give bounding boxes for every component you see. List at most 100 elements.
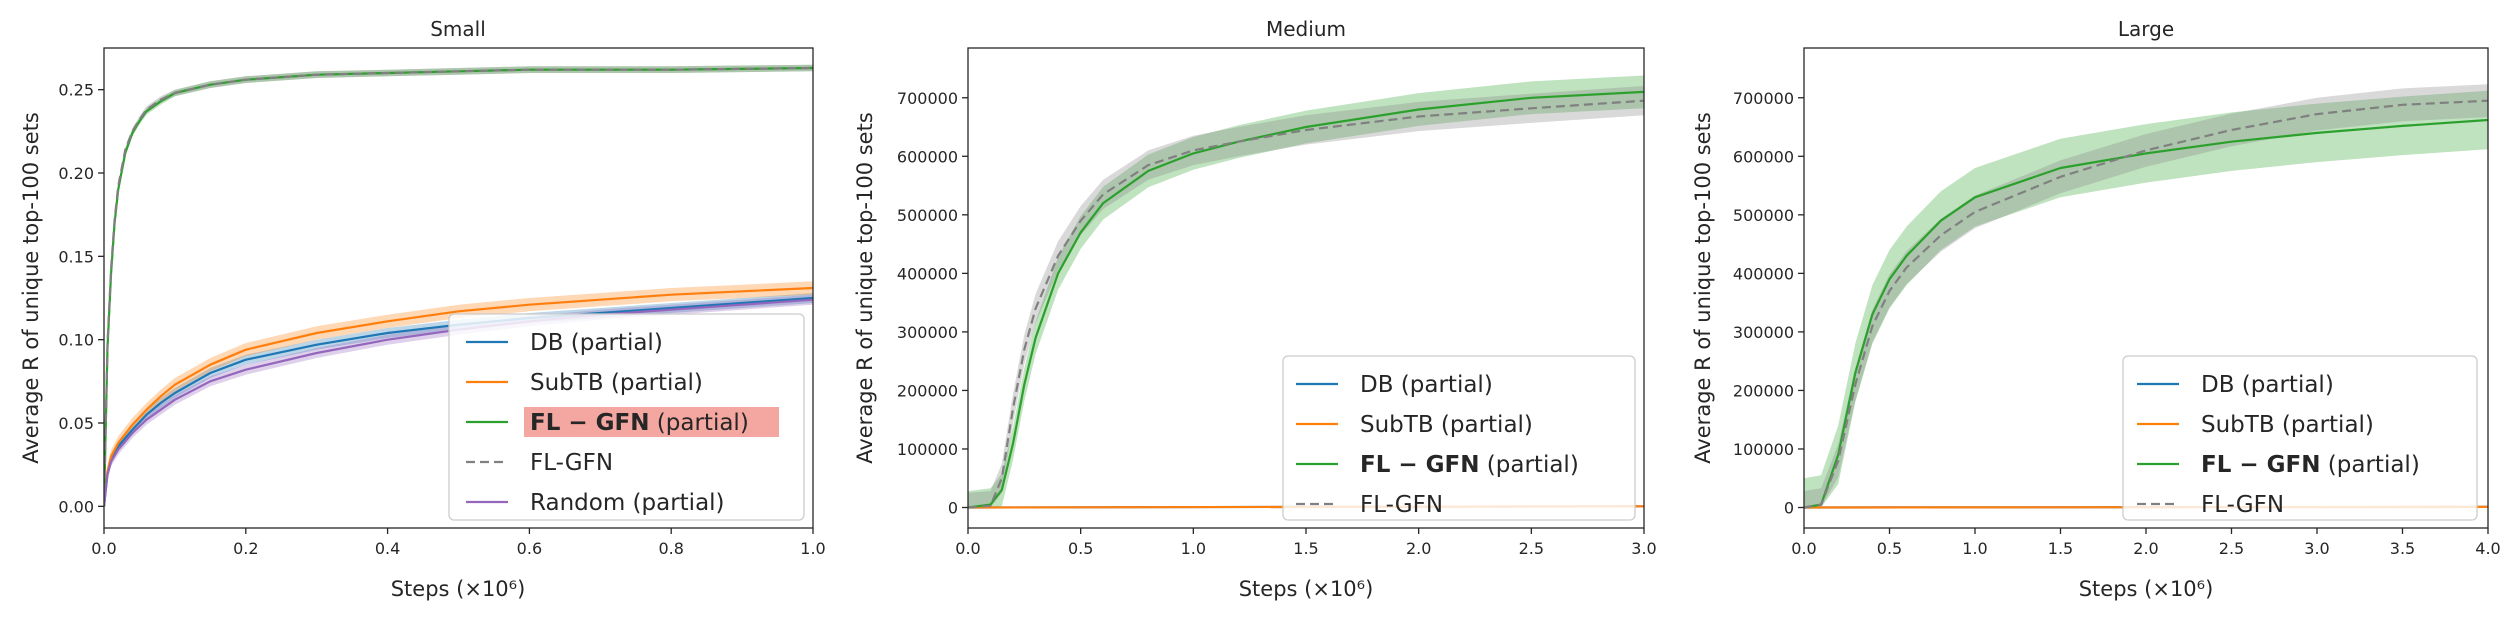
series-line — [968, 90, 1644, 509]
panel-title: Small — [430, 17, 486, 41]
panel-title: Large — [2118, 17, 2174, 41]
x-tick-label: 2.5 — [2219, 539, 2244, 558]
x-tick-label: 2.0 — [2133, 539, 2158, 558]
series-line — [104, 296, 813, 507]
legend-series-name: FL-GFN — [1360, 492, 1443, 518]
axes-frame — [103, 47, 814, 529]
legend-label: FL − GFN (partial) — [2201, 452, 2420, 478]
y-tick-label: 0 — [948, 499, 958, 518]
axis-ticks: 0.0 0.5 1.0 1.5 2.0 2.5 3.0 0 100000 200000 300000… — [897, 89, 1657, 558]
axes-frame — [1803, 47, 2489, 529]
x-axis-label: Steps (×10⁶) — [391, 577, 526, 601]
legend-series-name: DB (partial) — [2201, 372, 2334, 398]
x-tick-label: 3.0 — [2304, 539, 2329, 558]
series-line — [968, 99, 1644, 509]
legend: DB (partial) SubTB (partial) FL − GFN (par… — [448, 313, 805, 521]
x-tick-label: 0.8 — [658, 539, 683, 558]
x-tick-label: 2.5 — [1519, 539, 1544, 558]
x-tick-label: 4.0 — [2475, 539, 2500, 558]
y-tick-label: 0.20 — [58, 164, 94, 183]
x-tick-label: 1.5 — [1293, 539, 1318, 558]
panel-title: Medium — [1266, 17, 1346, 41]
series-line — [104, 286, 813, 507]
legend-label: SubTB (partial) — [2201, 412, 2374, 438]
legend-label: DB (partial) — [1360, 372, 1493, 398]
legend-series-name: FL − GFN — [530, 410, 650, 436]
x-tick-label: 0.0 — [955, 539, 980, 558]
y-tick-label: 500000 — [1733, 206, 1794, 225]
x-tick-label: 1.0 — [1962, 539, 1987, 558]
axis-ticks: 0.0 0.2 0.4 0.6 0.8 1.0 0.00 0.05 0.10 0.15 0.20 0.… — [58, 81, 825, 558]
x-tick-label: 0.0 — [1791, 539, 1816, 558]
legend-series-name: FL-GFN — [2201, 492, 2284, 518]
legend-label: FL − GFN (partial) — [1360, 452, 1579, 478]
x-axis-label: Steps (×10⁶) — [2079, 577, 2214, 601]
legend-series-name: FL − GFN — [2201, 452, 2321, 478]
legend-series-name: SubTB (partial) — [530, 370, 703, 396]
legend-series-name: Random (partial) — [530, 490, 725, 516]
series-line — [1804, 118, 2488, 509]
y-tick-label: 300000 — [897, 323, 958, 342]
legend-label: FL-GFN — [2201, 492, 2284, 518]
legend-series-name: SubTB (partial) — [1360, 412, 1533, 438]
y-axis-label: Average R of unique top-100 sets — [853, 112, 877, 464]
legend-series-name: DB (partial) — [1360, 372, 1493, 398]
y-tick-label: 0.25 — [58, 81, 94, 100]
series-band — [104, 281, 813, 507]
legend-series-name: DB (partial) — [530, 330, 663, 356]
y-tick-label: 500000 — [897, 206, 958, 225]
y-tick-label: 300000 — [1733, 323, 1794, 342]
legend-label: FL-GFN — [530, 450, 613, 476]
legend: DB (partial) SubTB (partial) FL − GFN (par… — [2122, 355, 2478, 521]
x-tick-label: 0.5 — [1877, 539, 1902, 558]
legend-label: SubTB (partial) — [530, 370, 703, 396]
legend-box — [1282, 355, 1636, 521]
legend-box — [2122, 355, 2478, 521]
axes-frame — [967, 47, 1645, 529]
y-tick-label: 0 — [1784, 499, 1794, 518]
legend-series-name: FL-GFN — [530, 450, 613, 476]
y-tick-label: 0.00 — [58, 497, 94, 516]
y-tick-label: 700000 — [897, 89, 958, 108]
series-band — [1804, 90, 2488, 508]
y-tick-label: 700000 — [1733, 89, 1794, 108]
x-tick-label: 3.0 — [1631, 539, 1656, 558]
legend-series-name: FL − GFN — [1360, 452, 1480, 478]
y-tick-label: 200000 — [897, 381, 958, 400]
x-tick-label: 1.5 — [2048, 539, 2073, 558]
legend-label: DB (partial) — [530, 330, 663, 356]
y-tick-label: 600000 — [897, 147, 958, 166]
y-tick-label: 0.10 — [58, 331, 94, 350]
x-tick-label: 1.0 — [800, 539, 825, 558]
y-axis-label: Average R of unique top-100 sets — [19, 112, 43, 464]
y-tick-label: 600000 — [1733, 147, 1794, 166]
y-tick-label: 400000 — [1733, 264, 1794, 283]
legend: DB (partial) SubTB (partial) FL − GFN (par… — [1282, 355, 1636, 521]
series-line — [1804, 99, 2488, 509]
legend-highlight — [524, 407, 779, 437]
legend-label: FL-GFN — [1360, 492, 1443, 518]
legend-series-suffix: (partial) — [1480, 452, 1579, 478]
x-tick-label: 0.2 — [233, 539, 258, 558]
legend-series-suffix: (partial) — [650, 410, 749, 436]
legend-label: FL − GFN (partial) — [530, 410, 749, 436]
x-tick-label: 0.0 — [91, 539, 116, 558]
legend-label: SubTB (partial) — [1360, 412, 1533, 438]
x-tick-label: 1.0 — [1181, 539, 1206, 558]
axis-ticks: 0.0 0.5 1.0 1.5 2.0 2.5 3.0 3.5 4.0 0 100000 200000… — [1733, 89, 2501, 558]
x-tick-label: 0.5 — [1068, 539, 1093, 558]
x-tick-label: 3.5 — [2390, 539, 2415, 558]
legend-series-name: SubTB (partial) — [2201, 412, 2374, 438]
legend-series-suffix: (partial) — [2321, 452, 2420, 478]
y-tick-label: 0.15 — [58, 247, 94, 266]
panel-large: Large Average R of unique top-100 sets S… — [1691, 17, 2501, 601]
y-tick-label: 100000 — [897, 440, 958, 459]
y-tick-label: 200000 — [1733, 381, 1794, 400]
series-line — [104, 66, 813, 507]
y-tick-label: 100000 — [1733, 440, 1794, 459]
x-axis-label: Steps (×10⁶) — [1239, 577, 1374, 601]
panel-small: Small Average R of unique top-100 sets S… — [19, 17, 826, 601]
panel-medium: Medium Average R of unique top-100 sets … — [853, 17, 1657, 601]
series-band — [968, 75, 1644, 508]
